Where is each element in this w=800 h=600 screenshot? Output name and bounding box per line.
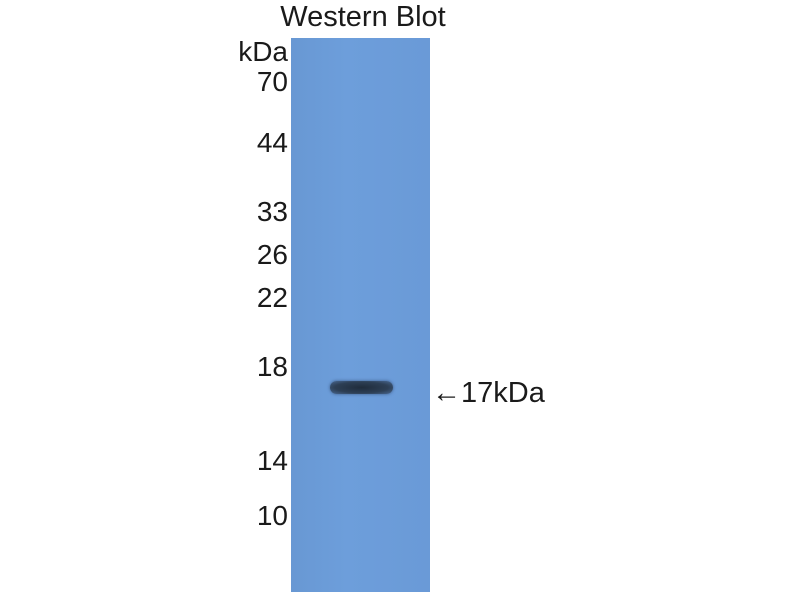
band-annotation: ←17kDa <box>432 377 545 409</box>
marker-label: 10 <box>256 500 288 531</box>
marker-label: 18 <box>256 351 288 382</box>
protein-band <box>330 381 393 394</box>
marker-label: 22 <box>256 282 288 313</box>
blot-membrane <box>291 38 430 592</box>
marker-label: 44 <box>256 127 288 158</box>
figure-title: Western Blot <box>280 1 446 33</box>
marker-label: 14 <box>256 445 288 476</box>
marker-label: 70 <box>256 66 288 97</box>
marker-label: 26 <box>256 239 288 270</box>
marker-label: 33 <box>256 196 288 227</box>
unit-label: kDa <box>238 36 288 67</box>
